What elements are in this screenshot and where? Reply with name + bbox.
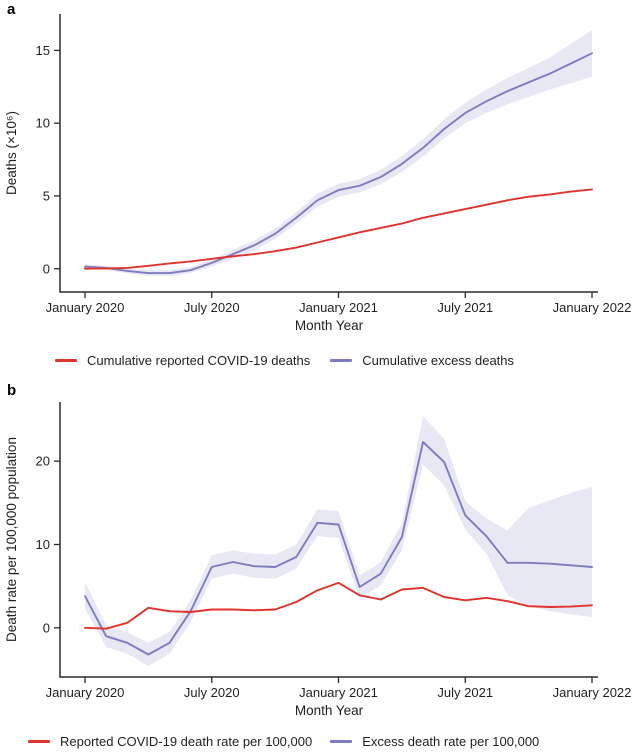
legend-item-reported-cumulative: Cumulative reported COVID-19 deaths (55, 353, 310, 368)
y-tick-label: 0 (43, 620, 50, 635)
legend-item-excess-rate: Excess death rate per 100,000 (330, 734, 539, 749)
x-axis-label: Month Year (295, 318, 364, 333)
x-tick-label: January 2022 (553, 685, 632, 700)
chart-a-canvas: 0 5 10 15 January 2020 July 2020 January 2021 J… (4, 14, 632, 333)
reported-line (84, 581, 593, 630)
x-tick-label: July 2020 (184, 300, 240, 315)
legend-label-reported-rate: Reported COVID-19 death rate per 100,000 (60, 734, 313, 749)
chart-b-canvas: 0 10 20 January 2020 July 2020 January 2021 Ju… (4, 402, 632, 718)
reported-line-swatch-icon (55, 359, 77, 362)
legend-label-excess-cumulative: Cumulative excess deaths (362, 353, 515, 368)
x-tick-label: January 2021 (299, 300, 378, 315)
x-tick-label: July 2021 (437, 685, 493, 700)
legend-label-reported-cumulative: Cumulative reported COVID-19 deaths (87, 353, 311, 368)
y-axis-label: Death rate per 100,000 population (4, 437, 19, 642)
x-tick-label: January 2020 (46, 300, 125, 315)
y-tick-label: 10 (36, 116, 50, 131)
x-tick-label: January 2021 (299, 685, 378, 700)
excess-line (84, 441, 593, 656)
excess-rate-swatch-icon (330, 740, 353, 743)
excess-line (84, 52, 593, 275)
excess-confidence-band (85, 416, 592, 667)
panel-b-label: b (7, 382, 17, 399)
panel-a-label: a (7, 1, 16, 18)
y-tick-label: 5 (43, 188, 50, 203)
x-tick-label: July 2021 (437, 300, 493, 315)
legend-label-excess-rate: Excess death rate per 100,000 (362, 734, 540, 749)
x-axis-label: Month Year (295, 703, 364, 718)
y-tick-label: 15 (36, 43, 50, 58)
y-tick-label: 20 (36, 454, 50, 469)
x-tick-label: July 2020 (184, 685, 240, 700)
excess-confidence-band (85, 30, 592, 276)
legend-item-excess-cumulative: Cumulative excess deaths (330, 353, 514, 368)
excess-line-swatch-icon (330, 359, 353, 362)
x-tick-label: January 2022 (553, 300, 632, 315)
y-tick-label: 0 (43, 261, 50, 276)
reported-line (84, 188, 593, 270)
reported-rate-swatch-icon (28, 740, 50, 743)
x-tick-label: January 2020 (46, 685, 125, 700)
y-tick-label: 10 (36, 537, 50, 552)
legend-a: Cumulative reported COVID-19 deaths Cumu… (55, 353, 514, 368)
legend-b: Reported COVID-19 death rate per 100,000… (28, 734, 539, 749)
legend-item-reported-rate: Reported COVID-19 death rate per 100,000 (28, 734, 312, 749)
y-axis-label: Deaths (×10⁶) (4, 111, 19, 195)
